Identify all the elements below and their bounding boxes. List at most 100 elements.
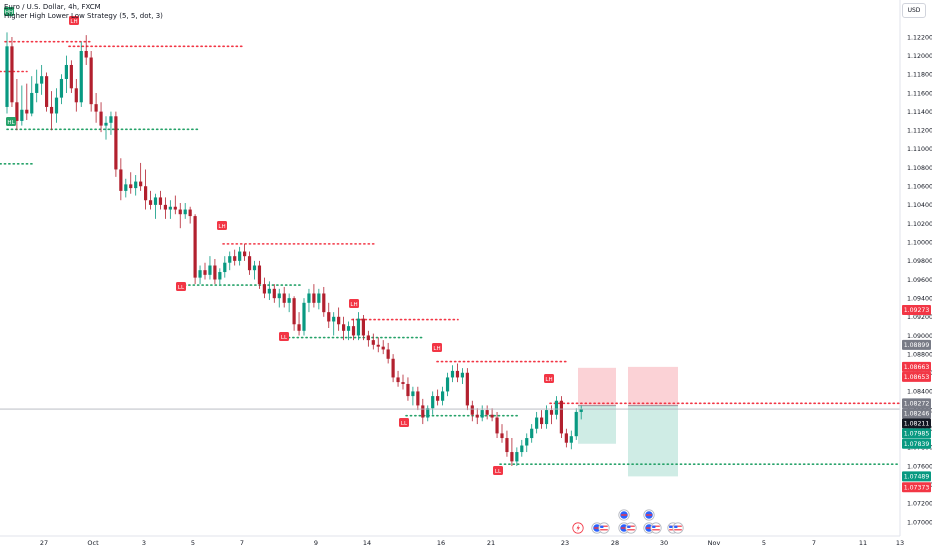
price-badge-text: 1.08899 [904,342,930,349]
price-badge-text: 1.08272 [904,401,930,408]
time-tick-label: 5 [191,539,195,547]
flag-icon[interactable] [618,509,630,521]
candle-body [243,251,247,257]
candle-body [193,216,197,278]
candle-body [79,50,83,103]
candle-body [134,181,138,189]
candle-body [163,204,167,210]
candle-body [445,377,450,392]
stop-loss-zone [578,367,616,406]
candle-body [5,46,9,107]
time-tick-label: 7 [812,539,816,547]
candle-body [282,293,286,303]
candle-body [129,184,133,189]
candle-body [450,370,455,378]
event-icons[interactable] [572,509,684,534]
price-badge-text: 1.07373 [904,484,930,491]
swing-label-box [4,7,14,16]
candle-body [401,382,405,384]
candle-body [203,270,207,275]
candle-body [332,316,336,322]
time-tick-label: 11 [859,539,867,547]
candle-body [10,46,14,103]
swing-label-text: LH [545,377,552,383]
candle-body [198,270,202,278]
indicator-title[interactable]: Higher High Lower Low Strategy (5, 5, do… [4,12,163,20]
candle-body [559,400,563,434]
price-axis[interactable]: 1.12200 1.12000 1.11800 1.11600 1.11400 1.112… [907,34,932,526]
candle-body [69,64,73,89]
swing-label-box [493,466,503,475]
candle-body [119,169,123,191]
us-flag-icon[interactable] [598,522,610,534]
candle-body [361,318,365,336]
swing-label-text: LH [70,19,77,25]
us-flag-icon[interactable] [625,522,637,534]
price-badge-text: 1.08663 [904,364,930,371]
candle-body [104,122,108,126]
candle-body [178,209,182,215]
us-flag-ring [625,522,637,534]
price-badge [902,361,931,372]
candle-body [411,391,415,397]
us-flag-icon[interactable] [650,522,662,534]
price-tick-label: 1.07600 [907,463,932,470]
candle-body [441,391,445,401]
candle-body [495,417,499,434]
candle-body [490,414,494,418]
price-badge [902,418,931,429]
us-flag-ring [650,522,662,534]
symbol-title[interactable]: Euro / U.S. Dollar, 4h, FXCM [4,3,101,11]
candle-body [64,64,68,79]
price-tick-label: 1.09600 [907,277,932,284]
candle-body [35,83,39,93]
candle-body [366,335,370,341]
flag-icon-stripe [594,527,600,529]
candle-body [505,438,509,453]
currency-button[interactable]: USD [902,3,926,18]
price-badge [902,428,931,439]
time-axis[interactable]: 27 Oct 3 5 7 9 14 16 21 23 28 30 Nov 5 7 11 13 [40,539,904,547]
candle-body [247,256,252,271]
candle-body [252,265,257,271]
candle-body [262,284,266,294]
swing-label-text: HH [5,10,13,16]
candle-body [297,324,301,331]
candle-body [223,262,227,273]
price-badges: 1.09273 1.08899 1.08663 1.08653 1.08272 1.082… [902,304,931,493]
candle-body [346,326,351,331]
price-badge [902,371,931,382]
candle-body [158,197,163,205]
us-flag-ring [598,522,610,534]
candle-body [183,209,187,215]
swing-label-box [279,332,289,341]
price-tick-label: 1.11400 [907,109,932,116]
us-flag-stripe [652,529,660,531]
candle-body [74,88,78,103]
swing-label-text: LL [495,469,502,475]
price-badge [902,471,931,482]
candle-body [109,116,113,123]
candle-body [213,265,217,280]
us-flag-stripe [674,525,682,527]
price-tick-label: 1.10800 [907,165,932,172]
us-flag-canton [674,525,678,528]
flag-icon-stripe [646,514,652,516]
candle-body [168,206,172,210]
candle-body [148,200,153,205]
price-badge [902,482,931,493]
time-tick-label: 9 [314,539,318,547]
candle-body [322,293,326,313]
candle-body [554,400,559,415]
price-badge-text: 1.09273 [904,307,930,314]
flag-icon[interactable] [643,509,655,521]
price-tick-label: 1.10400 [907,202,932,209]
us-flag-icon[interactable] [672,522,684,534]
take-profit-zone [628,405,678,477]
swing-label-box [432,343,442,352]
us-flag-stripe [627,529,635,531]
price-tick-label: 1.10000 [907,239,932,246]
lightning-icon[interactable] [572,522,584,534]
candle-body [272,288,276,299]
